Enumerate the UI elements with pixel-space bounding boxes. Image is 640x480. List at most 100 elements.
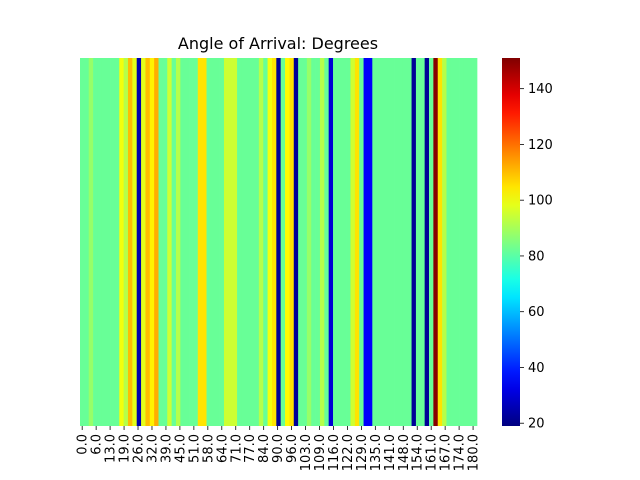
x-tick-label: 77.0 (243, 434, 258, 463)
x-tick-label: 39.0 (159, 434, 174, 463)
x-tick-label: 129.0 (355, 434, 370, 471)
heatmap-cell (162, 58, 168, 426)
x-tick-label: 103.0 (299, 434, 314, 471)
heatmap-cell (420, 58, 425, 426)
x-tick-label: 64.0 (215, 434, 230, 463)
heatmap-cell (171, 58, 177, 426)
colorbar-gradient (502, 58, 520, 426)
x-tick-label: 84.0 (257, 434, 272, 463)
heatmap-cell (180, 58, 186, 426)
heatmap-cell (158, 58, 164, 426)
heatmap-cell (145, 58, 151, 426)
x-tick-label: 6.0 (90, 434, 105, 455)
x-tick-label: 148.0 (397, 434, 412, 471)
heatmap-cell (372, 58, 378, 426)
x-tick-label: 90.0 (271, 434, 286, 463)
heatmap-cell (381, 58, 386, 426)
x-tick-label: 0.0 (76, 434, 91, 455)
heatmap-cell (110, 58, 116, 426)
x-tick-label: 180.0 (467, 434, 482, 471)
x-tick-label: 19.0 (118, 434, 133, 463)
x-tick-label: 122.0 (341, 434, 356, 471)
heatmap-cell (398, 58, 404, 426)
heatmap-cell (219, 58, 225, 426)
heatmap-cell (184, 58, 190, 426)
x-tick-label: 141.0 (383, 434, 398, 471)
x-tick-label: 154.0 (411, 434, 426, 471)
heatmap-cell (210, 58, 216, 426)
chart-title: Angle of Arrival: Degrees (178, 34, 378, 53)
colorbar-tick-label: 40 (528, 361, 545, 376)
heatmap-cell (267, 58, 273, 426)
x-tick-label: 51.0 (187, 434, 202, 463)
x-tick-label: 32.0 (145, 434, 160, 463)
heatmap-cell (315, 58, 321, 426)
heatmap-cell (93, 58, 98, 426)
heatmap-cell (175, 58, 181, 426)
heatmap-cell (463, 58, 469, 426)
heatmap-cell (415, 58, 421, 426)
heatmap-cell (468, 58, 473, 426)
heatmap-cell (101, 58, 107, 426)
heatmap-cell (394, 58, 399, 426)
x-tick-label: 58.0 (201, 434, 216, 463)
heatmap-cell (114, 58, 120, 426)
heatmap-cell (302, 58, 308, 426)
heatmap-cell (459, 58, 465, 426)
heatmap-cell (346, 58, 351, 426)
colorbar-tick-label: 100 (528, 194, 553, 209)
heatmap-cell (341, 58, 347, 426)
heatmap-cell (455, 58, 460, 426)
heatmap-cell (167, 58, 172, 426)
heatmap-cell (446, 58, 452, 426)
heatmap-cell (245, 58, 251, 426)
heatmap-cell (298, 58, 303, 426)
x-tick-label: 174.0 (453, 434, 468, 471)
heatmap-cell (258, 58, 264, 426)
heatmap-cell (319, 58, 325, 426)
heatmap-cell (385, 58, 391, 426)
heatmap-cell (324, 58, 330, 426)
colorbar-tick-label: 80 (528, 249, 545, 264)
heatmap-cell (429, 58, 434, 426)
colorbar: 20 40 60 80 100 120 140 (502, 58, 553, 432)
heatmap-cell (376, 58, 382, 426)
heatmap-cell (84, 58, 90, 426)
x-tick-label: 13.0 (104, 434, 119, 463)
x-tick-label: 135.0 (369, 434, 384, 471)
heatmap-cell (254, 58, 260, 426)
heatmap-cell (193, 58, 199, 426)
x-tick-label: 71.0 (229, 434, 244, 463)
heatmap-cell (402, 58, 408, 426)
x-tick-label: 167.0 (439, 434, 454, 471)
heatmap-cell (232, 58, 238, 426)
heatmap-cell (215, 58, 220, 426)
x-tick-label: 96.0 (285, 434, 300, 463)
heatmap-cell (328, 58, 334, 426)
heatmap-cell (411, 58, 417, 426)
heatmap-cell (306, 58, 312, 426)
heatmap-cell (88, 58, 94, 426)
heatmap-cell (263, 58, 268, 426)
x-tick-label: 109.0 (313, 434, 328, 471)
heatmap-cell (311, 58, 316, 426)
heatmap-cell (250, 58, 255, 426)
colorbar-tick-label: 120 (528, 138, 553, 153)
heatmap-cell (202, 58, 207, 426)
heatmap-cell (293, 58, 299, 426)
heatmap-cell (136, 58, 142, 426)
heatmap-cell (437, 58, 443, 426)
heatmap-cell (141, 58, 146, 426)
heatmap-cell (271, 58, 277, 426)
colorbar-tick-label: 140 (528, 82, 553, 97)
heatmap-cell (389, 58, 395, 426)
heatmap-cell (433, 58, 439, 426)
heatmap-cell (407, 58, 412, 426)
heatmap-cell (127, 58, 133, 426)
heatmap-cell (280, 58, 286, 426)
heatmap-cell (132, 58, 138, 426)
x-tick-label: 45.0 (173, 434, 188, 463)
colorbar-tick-label: 20 (528, 417, 545, 432)
x-tick-label: 26.0 (132, 434, 147, 463)
